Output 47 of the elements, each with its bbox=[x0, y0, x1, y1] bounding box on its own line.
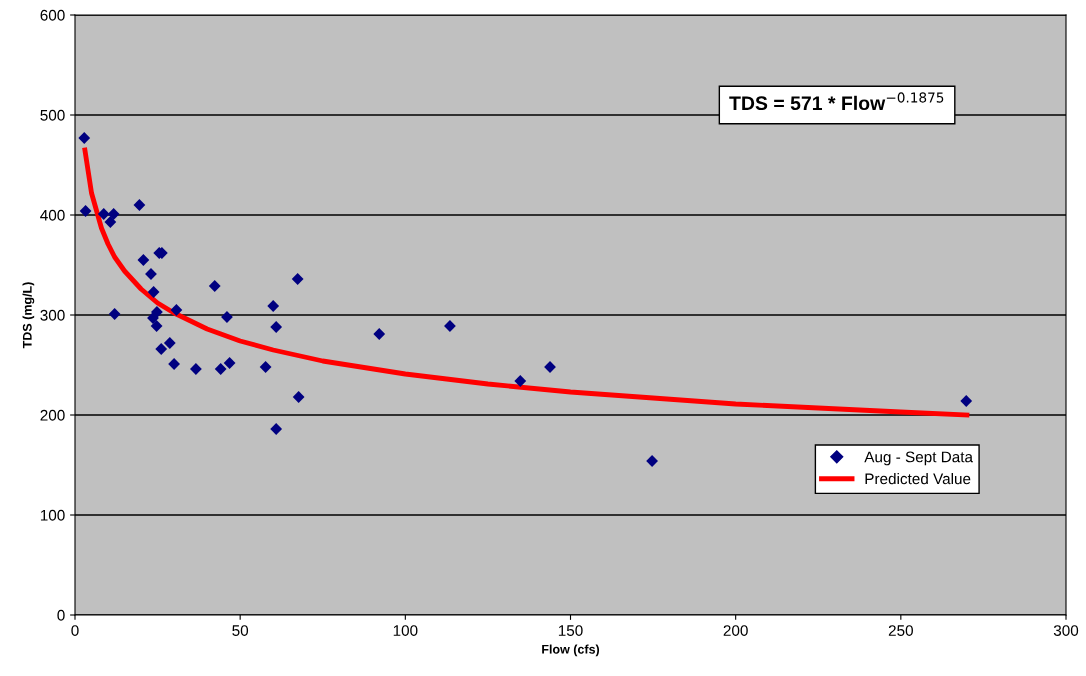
point bbox=[150, 320, 163, 332]
point bbox=[514, 375, 527, 387]
y-tick-label: 200 bbox=[40, 409, 65, 421]
point bbox=[155, 343, 168, 355]
x-tick-label: 250 bbox=[888, 625, 913, 636]
point bbox=[223, 357, 236, 369]
line-series bbox=[82, 147, 970, 418]
x-tick-label: 100 bbox=[393, 625, 418, 636]
point bbox=[104, 216, 117, 228]
point bbox=[190, 363, 202, 375]
point bbox=[137, 254, 150, 266]
annotation: TDS = 571 * Flow$^{−0.1875}$ bbox=[729, 92, 944, 111]
point bbox=[270, 321, 283, 333]
point bbox=[79, 205, 92, 217]
point bbox=[291, 273, 304, 285]
y-tick-label: 600 bbox=[40, 9, 65, 21]
legend-label: Aug - Sept Data bbox=[864, 451, 973, 466]
point bbox=[108, 308, 121, 320]
y-tick-label: 300 bbox=[40, 309, 65, 321]
x-tick-label: 50 bbox=[232, 625, 249, 636]
y-tick-label: 0 bbox=[57, 609, 65, 621]
point bbox=[107, 208, 120, 220]
point bbox=[373, 328, 386, 340]
x-axis-title: Flow (cfs) bbox=[542, 644, 600, 657]
point bbox=[267, 300, 280, 312]
x-tick-label: 200 bbox=[723, 625, 748, 636]
point bbox=[960, 395, 973, 407]
y-axis-title: TDS (mg/L) bbox=[22, 282, 35, 349]
legend-label: Predicted Value bbox=[865, 473, 971, 485]
point bbox=[259, 361, 272, 373]
y-tick-label: 400 bbox=[40, 209, 65, 221]
point bbox=[163, 337, 176, 349]
point bbox=[168, 358, 180, 370]
point bbox=[78, 132, 91, 144]
point bbox=[133, 199, 146, 211]
point bbox=[97, 208, 110, 220]
point bbox=[208, 280, 221, 292]
y-tick-label: 500 bbox=[40, 109, 65, 121]
y-tick-label: 100 bbox=[40, 509, 65, 521]
point bbox=[170, 304, 183, 316]
point bbox=[214, 363, 227, 375]
x-tick-label: 0 bbox=[71, 625, 79, 636]
point bbox=[147, 286, 160, 298]
x-tick-label: 150 bbox=[558, 625, 583, 636]
point bbox=[292, 391, 305, 403]
point bbox=[270, 423, 283, 435]
x-tick-label: 300 bbox=[1053, 625, 1079, 636]
